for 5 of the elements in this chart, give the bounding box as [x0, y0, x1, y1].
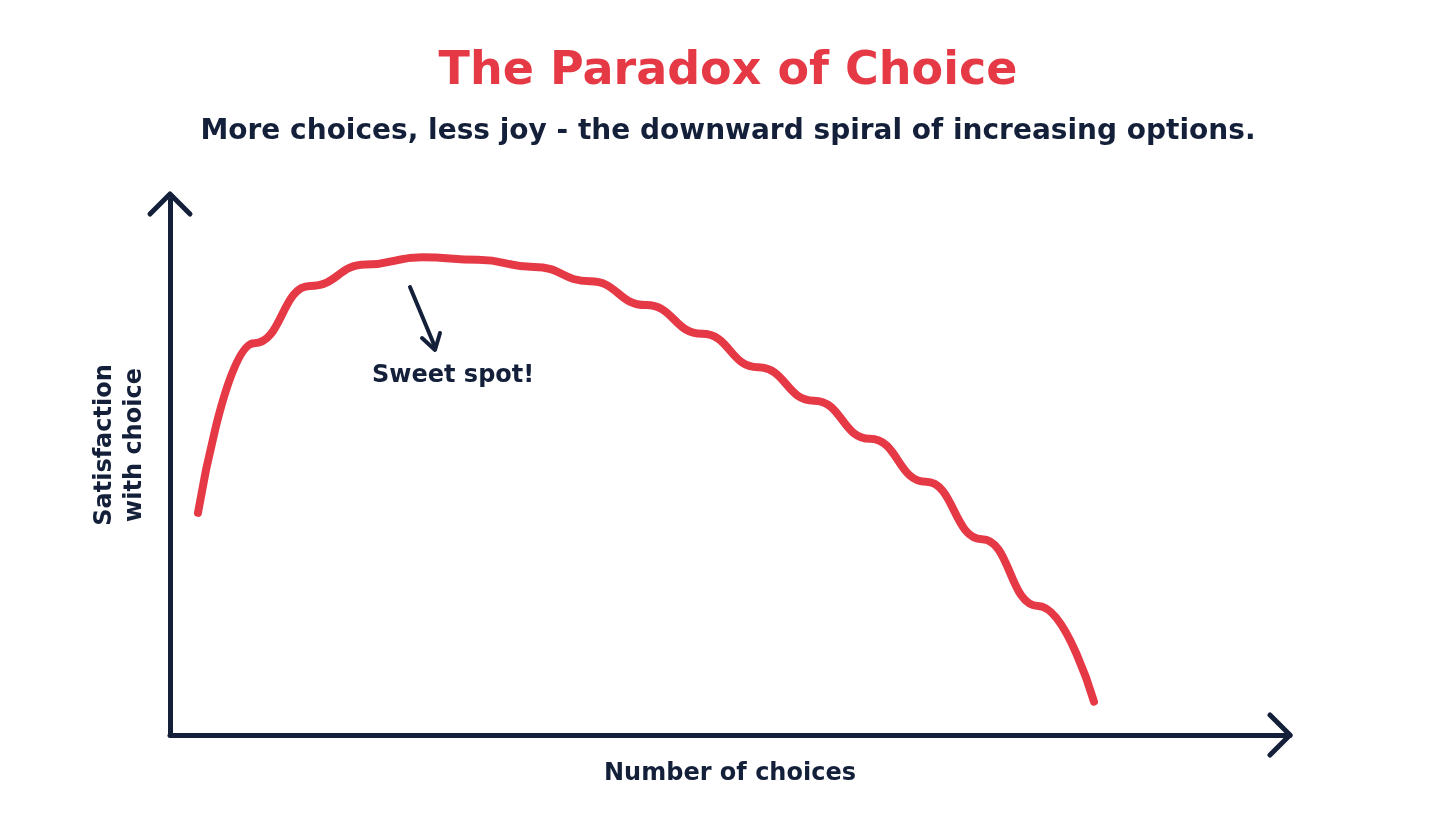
chart-title: The Paradox of Choice [438, 41, 1018, 95]
chart-subtitle: More choices, less joy - the downward spiral of increasing options. [200, 112, 1256, 146]
y-axis-title: Satisfaction with choice [89, 364, 147, 526]
annotation: Sweet spot! [372, 360, 535, 388]
x-axis-title: Number of choices [604, 758, 856, 786]
